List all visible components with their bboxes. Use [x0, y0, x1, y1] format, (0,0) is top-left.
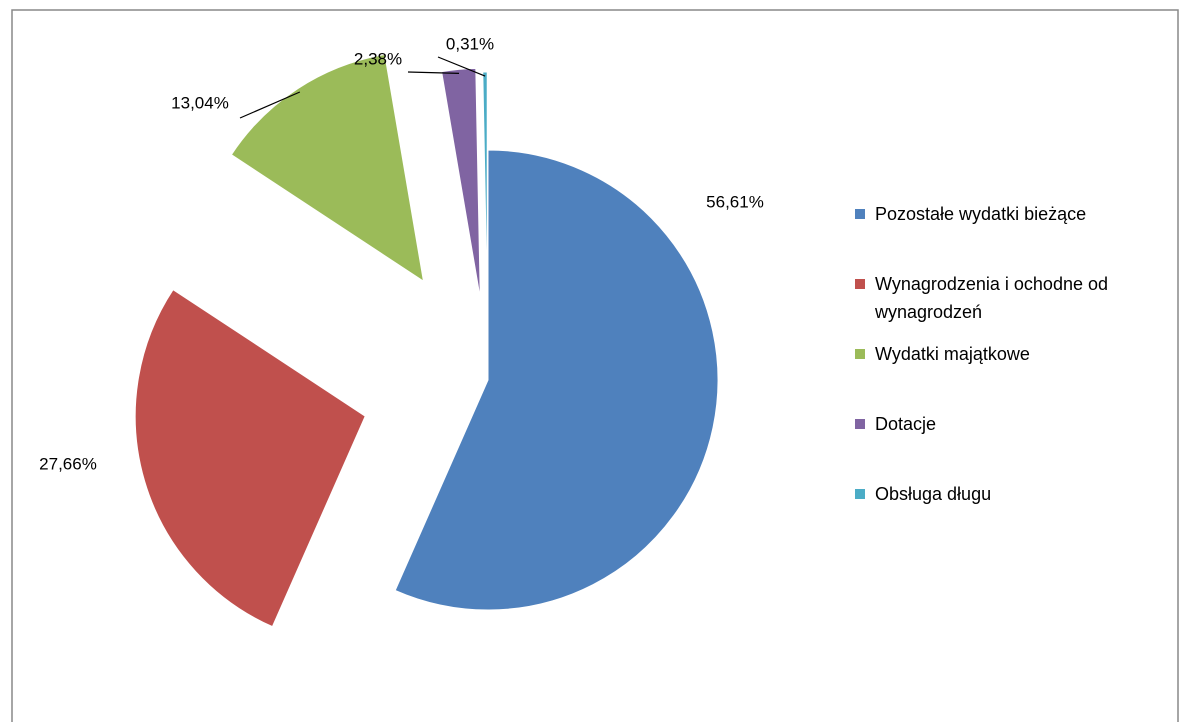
pie-slice: [441, 67, 481, 299]
legend-item: Obsługa długu: [855, 480, 1145, 550]
legend-label: Wynagrodzenia i ochodne od wynagrodzeń: [875, 274, 1108, 322]
legend: Pozostałe wydatki bieżące Wynagrodzenia i…: [855, 200, 1145, 550]
legend-swatch: [855, 209, 865, 219]
legend-swatch: [855, 419, 865, 429]
legend-item: Wynagrodzenia i ochodne od wynagrodzeń: [855, 270, 1145, 340]
legend-item: Dotacje: [855, 410, 1145, 480]
data-label: 2,38%: [354, 49, 402, 68]
legend-swatch: [855, 279, 865, 289]
legend-label: Wydatki majątkowe: [875, 344, 1030, 364]
legend-item: Wydatki majątkowe: [855, 340, 1145, 410]
legend-swatch: [855, 489, 865, 499]
data-label: 27,66%: [39, 454, 97, 473]
pie-slice: [482, 71, 488, 303]
legend-item: Pozostałe wydatki bieżące: [855, 200, 1145, 270]
data-label: 13,04%: [171, 93, 229, 112]
legend-swatch: [855, 349, 865, 359]
pie-slice: [230, 53, 425, 283]
leader-line: [239, 91, 301, 119]
pie-slice: [134, 288, 366, 628]
legend-label: Dotacje: [875, 414, 937, 434]
legend-label: Pozostałe wydatki bieżące: [875, 204, 1087, 224]
data-label: 56,61%: [706, 192, 764, 211]
leader-line: [407, 71, 460, 74]
pie-slice: [394, 149, 719, 611]
leader-line: [437, 56, 486, 77]
legend-label: Obsługa długu: [875, 484, 992, 504]
data-label: 0,31%: [446, 34, 494, 53]
